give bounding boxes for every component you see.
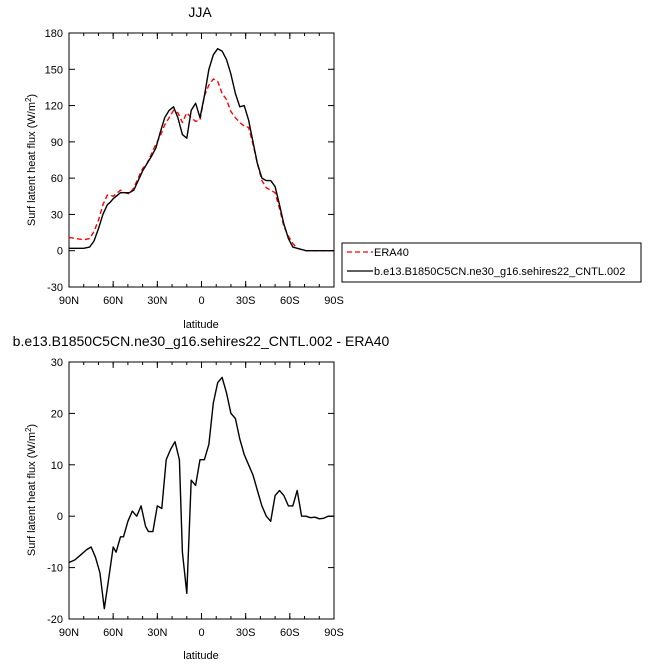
top-y-tick-label: 150 [45, 64, 63, 76]
bottom-chart-title: b.e13.B1850C5CN.ne30_g16.sehires22_CNTL.… [13, 333, 390, 349]
bottom-x-tick-label: 60N [103, 627, 123, 639]
top-x-tick-label: 30N [147, 295, 167, 307]
top-plot-frame [68, 32, 335, 288]
top-chart-title: JJA [188, 4, 212, 20]
top-y-tick-label: 120 [45, 101, 63, 113]
top-x-tick-label: 90S [324, 295, 344, 307]
bottom-x-tick-label: 30N [147, 627, 167, 639]
top-y-tick-label: 180 [45, 28, 63, 40]
bottom-y-tick-label: 10 [51, 460, 63, 472]
top-y-tick-label: 90 [51, 137, 63, 149]
bottom-x-tick-label: 90S [324, 627, 344, 639]
top-series-line-1 [69, 48, 334, 252]
legend-box [341, 242, 642, 283]
top-y-tick-label: 30 [51, 209, 63, 221]
top-x-tick-label: 60S [280, 295, 300, 307]
bottom-y-tick-label: 20 [51, 408, 63, 420]
bottom-series-line-0 [68, 376, 334, 610]
bottom-x-tick-label: 0 [198, 627, 204, 639]
bottom-y-tick-label: 30 [51, 357, 63, 369]
top-x-tick-label: 0 [198, 295, 204, 307]
top-y-tick-label: 0 [57, 246, 63, 258]
bottom-y-axis-label: Surf latent heat flux (W/m2) [24, 424, 39, 556]
bottom-x-tick-label: 90N [59, 627, 79, 639]
bottom-y-tick-label: 0 [57, 511, 63, 523]
top-x-axis-label: latitude [183, 319, 218, 331]
bottom-x-tick-label: 30S [236, 627, 256, 639]
bottom-y-tick-label: -20 [47, 614, 63, 626]
bottom-panel: b.e13.B1850C5CN.ne30_g16.sehires22_CNTL.… [13, 333, 390, 662]
legend-label-era40: ERA40 [374, 247, 409, 259]
top-y-tick-label: -30 [47, 282, 63, 294]
top-x-tick-label: 30S [236, 295, 256, 307]
bottom-x-tick-label: 60S [280, 627, 300, 639]
top-series-line-0 [68, 78, 334, 252]
legend: ERA40 b.e13.B1850C5CN.ne30_g16.sehires22… [341, 242, 642, 283]
top-x-tick-label: 60N [103, 295, 123, 307]
top-x-tick-label: 90N [59, 295, 79, 307]
top-y-tick-label: 60 [51, 173, 63, 185]
bottom-x-axis-label: latitude [183, 650, 218, 662]
top-y-axis-label: Surf latent heat flux (W/m2) [24, 94, 39, 226]
bottom-y-tick-label: -10 [47, 563, 63, 575]
top-panel: JJA 90N 60N 30N 0 30S 60S 90S -30 0 30 60 90 120 150 1… [24, 4, 344, 331]
legend-label-model: b.e13.B1850C5CN.ne30_g16.sehires22_CNTL.… [374, 266, 625, 278]
